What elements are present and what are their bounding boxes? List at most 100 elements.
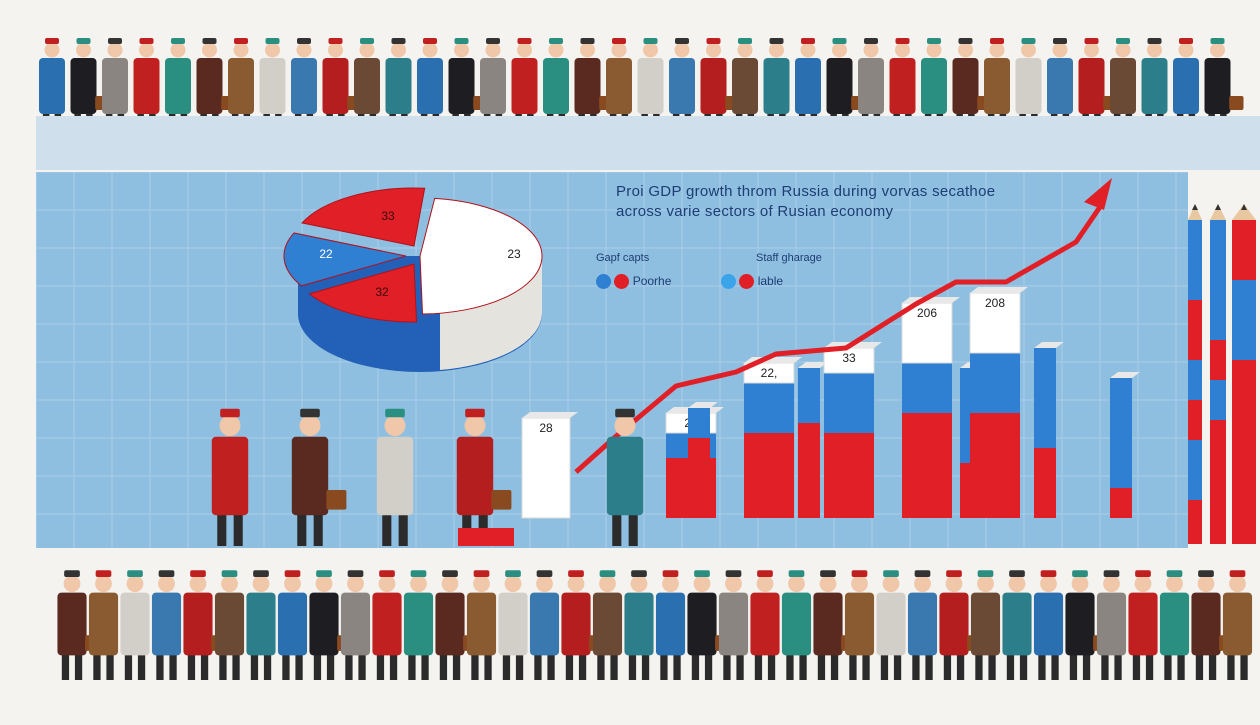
bar-label: 208	[985, 296, 1005, 310]
bottom-person	[655, 570, 686, 680]
bottom-person	[1159, 570, 1190, 680]
bar	[798, 362, 828, 518]
bottom-people-row	[0, 556, 1260, 720]
bar: 208	[969, 287, 1028, 518]
bottom-person	[844, 570, 875, 680]
bar-top	[798, 362, 828, 368]
bottom-person	[1128, 570, 1158, 680]
bar-segment-red	[824, 433, 874, 518]
bottom-person	[876, 570, 906, 680]
bar-segment-blue	[1034, 348, 1056, 448]
bottom-person	[1222, 570, 1253, 680]
bar-segment-white	[901, 302, 953, 364]
bar	[1110, 372, 1140, 518]
bar-segment-blue	[744, 383, 794, 433]
bottom-person	[340, 570, 371, 680]
bottom-person	[781, 570, 812, 680]
chart-title: Proi GDP growth throm Russia during vorv…	[616, 183, 996, 220]
bar-top	[688, 402, 718, 408]
pie-slice-label: 33	[381, 209, 395, 223]
top-people-row	[0, 0, 1260, 170]
bottom-person	[246, 570, 276, 680]
foreground-person	[291, 408, 347, 546]
bottom-person	[372, 570, 402, 680]
trend-arrow	[574, 178, 1112, 474]
bottom-person	[1033, 570, 1064, 680]
legend-dot-red-1	[614, 274, 630, 290]
right-pencil	[1210, 204, 1226, 544]
bottom-person	[57, 570, 102, 680]
legend-dot-blue-1	[596, 274, 611, 290]
bottom-person	[592, 570, 623, 680]
pie-slice-label: 23	[507, 247, 521, 261]
bar: 206	[901, 297, 960, 518]
legend-title-2: Staff gharage	[756, 252, 822, 264]
pie-side-white	[440, 256, 542, 370]
bar-top	[522, 412, 578, 418]
bottom-people-illustration	[57, 570, 1253, 680]
bottom-person	[970, 570, 1001, 680]
bottom-person	[1002, 570, 1032, 680]
legend-dot-blue-2	[721, 274, 736, 290]
bottom-person	[277, 570, 308, 680]
bar: 33	[823, 342, 882, 518]
bar-segment-white	[969, 292, 1021, 354]
legend-dot-red-2	[739, 274, 755, 290]
bar-segment-red	[744, 433, 794, 518]
pie-slice-red-lower	[308, 263, 418, 323]
pie-slice-white	[419, 197, 543, 315]
bottom-person	[214, 570, 245, 680]
bar-top	[1110, 372, 1140, 378]
pie-slice-red-upper	[301, 187, 426, 247]
pie-slice-label: 32	[375, 285, 389, 299]
right-pencil	[1188, 204, 1202, 544]
bar-label: 28	[539, 421, 553, 435]
bar	[1034, 342, 1064, 518]
bottom-person	[624, 570, 654, 680]
bottom-person	[88, 570, 119, 680]
bottom-person	[151, 570, 182, 680]
legend-entry-1: Poorhe	[596, 274, 671, 290]
bar-segment-blue	[902, 363, 952, 413]
legend-entry-2: lable	[721, 274, 784, 290]
bottom-person	[120, 570, 150, 680]
bottom-person	[529, 570, 560, 680]
bottom-person	[687, 570, 732, 680]
bottom-person	[907, 570, 938, 680]
bottom-person	[403, 570, 434, 680]
bottom-person	[1096, 570, 1127, 680]
bar-top	[1034, 342, 1064, 348]
bar-label: 206	[917, 306, 937, 320]
pie-slice-label: 22	[319, 247, 333, 261]
foreground-person	[606, 408, 644, 546]
bar-segment-blue	[798, 368, 820, 423]
bar: 22,	[743, 357, 802, 518]
bar-segment-blue	[970, 353, 1020, 413]
bar	[688, 402, 718, 518]
bar-label: 22,	[761, 366, 778, 380]
bar-segment-blue	[824, 373, 874, 433]
foreground-person	[211, 408, 249, 546]
bar-segment-red	[688, 438, 710, 518]
bottom-person	[750, 570, 780, 680]
pie-slice-blue	[283, 232, 407, 287]
trend-line	[574, 202, 1105, 474]
top-people-illustration	[39, 38, 1244, 136]
right-pencil	[1232, 204, 1256, 544]
bottom-person	[466, 570, 497, 680]
red-pedestal	[458, 528, 514, 546]
chart-foreground-people	[211, 408, 644, 546]
right-pencil-bars	[1188, 204, 1256, 544]
top-shelf	[36, 116, 1260, 170]
bar-segment-blue	[688, 408, 710, 438]
bar-segment-white	[521, 417, 571, 519]
bar-segment-blue	[1110, 378, 1132, 488]
bar-segment-red	[970, 413, 1020, 518]
bar-segment-red	[1034, 448, 1056, 518]
legend-label-2: lable	[757, 274, 784, 288]
trend-arrowhead	[1084, 178, 1112, 210]
foreground-person	[376, 408, 414, 546]
bar: 28	[521, 412, 578, 519]
legend-title-1: Gapf capts	[596, 252, 650, 264]
